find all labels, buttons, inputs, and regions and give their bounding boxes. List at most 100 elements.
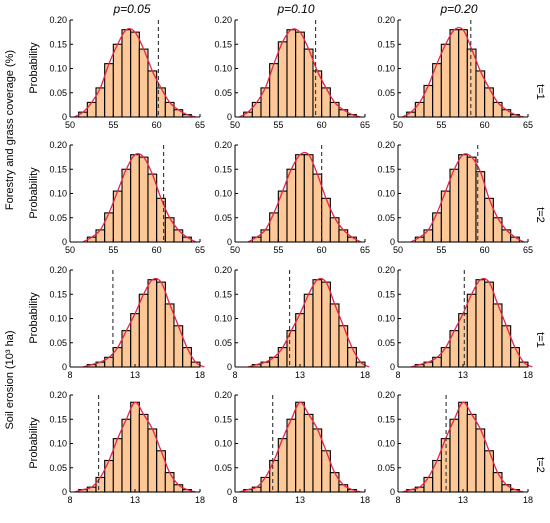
histogram-bar: [130, 31, 140, 118]
histogram-bar: [466, 293, 477, 368]
y-tick-label: 0.20: [214, 140, 232, 150]
histogram-bar: [303, 293, 314, 368]
y-tick-label: 0.05: [214, 338, 232, 348]
row-label-t2-top: t=2: [534, 207, 546, 223]
histogram-bar: [260, 476, 271, 493]
histogram-bar: [458, 401, 468, 493]
y-tick-label: 0.20: [49, 390, 67, 400]
x-tick-label: 8: [232, 370, 237, 380]
density-curve: [82, 277, 205, 368]
x-tick-label: 13: [295, 495, 305, 505]
histogram-bar: [492, 303, 503, 368]
histogram-bar: [329, 303, 340, 368]
histogram-bar: [286, 418, 297, 493]
y-tick-label: 0.10: [214, 189, 232, 199]
histogram-bar: [303, 154, 314, 243]
histogram-bar: [432, 212, 442, 243]
y-tick-label: 0: [227, 362, 232, 372]
histogram-bar: [121, 29, 132, 118]
x-tick-label: 18: [360, 495, 370, 505]
y-tick-label: 0.20: [377, 390, 395, 400]
histogram-bar: [423, 229, 434, 243]
y-tick-label: 0.05: [49, 213, 67, 223]
column-title-p005: p=0.05: [112, 2, 150, 16]
y-tick-label: 0.10: [377, 64, 395, 74]
histogram-bar: [260, 229, 271, 243]
histogram-bar: [86, 101, 97, 118]
y-tick-label: 0: [62, 487, 67, 497]
histogram-panel-8: 0 0.05 0.10 0.15 0.20 8 13 18: [214, 265, 370, 380]
histogram-panel-11: 0 0.05 0.10 0.15 0.20 8 13 18: [214, 390, 370, 505]
x-tick-label: 55: [436, 245, 446, 255]
y-tick-label: 0.05: [214, 88, 232, 98]
density-curve: [82, 153, 196, 243]
histogram-bar: [295, 401, 305, 493]
y-tick-label: 0: [390, 237, 395, 247]
x-tick-label: 55: [436, 120, 446, 130]
y-tick-label: 0.20: [49, 15, 67, 25]
histogram-bar: [269, 459, 279, 493]
x-tick-label: 50: [230, 120, 240, 130]
histogram-bar: [277, 41, 288, 118]
x-tick-label: 50: [230, 245, 240, 255]
x-tick-label: 8: [232, 495, 237, 505]
y-tick-label: 0.05: [214, 213, 232, 223]
y-tick-label: 0.10: [377, 314, 395, 324]
x-tick-label: 65: [195, 120, 205, 130]
y-tick-label: 0.10: [377, 189, 395, 199]
histogram-bar: [269, 212, 279, 243]
histogram-panel-1: 0 0.05 0.10 0.15 0.20 50 55 60 65: [49, 15, 205, 130]
row-group-label-forestry: Forestry and grass coverage (%): [4, 50, 16, 210]
histogram-panel-12: 0 0.05 0.10 0.15 0.20 8 13 18: [377, 390, 533, 505]
histogram-bar: [475, 279, 486, 368]
x-tick-label: 18: [523, 495, 533, 505]
x-tick-label: 60: [317, 245, 327, 255]
histogram-bar: [182, 347, 192, 368]
histogram-bar: [458, 29, 468, 118]
histogram-bar: [138, 413, 149, 493]
y-tick-label: 0.10: [214, 439, 232, 449]
x-tick-label: 18: [195, 370, 205, 380]
x-tick-label: 13: [130, 370, 140, 380]
panels-group: 0 0.05 0.10 0.15 0.20 50 55 60 65 0 0.05 0.10 0.15 0.…: [49, 15, 533, 505]
y-tick-label: 0.20: [214, 15, 232, 25]
x-tick-label: 55: [273, 245, 283, 255]
histogram-bar: [286, 168, 297, 243]
y-tick-label: 0.15: [49, 289, 67, 299]
histogram-bar: [321, 450, 331, 493]
y-tick-label: 0: [227, 237, 232, 247]
histogram-bar: [432, 459, 442, 493]
histogram-bar: [423, 476, 434, 493]
x-tick-label: 50: [65, 245, 75, 255]
x-tick-label: 60: [152, 120, 162, 130]
histogram-bar: [104, 459, 114, 493]
histogram-panel-5: 0 0.05 0.10 0.15 0.20 50 55 60 65: [214, 140, 370, 255]
histogram-panel-10: 0 0.05 0.10 0.15 0.20 8 13 18: [49, 390, 205, 505]
histogram-bar: [466, 48, 477, 118]
y-tick-label: 0.15: [49, 414, 67, 424]
histogram-bar: [147, 428, 158, 493]
y-tick-label: 0: [227, 112, 232, 122]
histogram-bar: [484, 281, 494, 368]
density-curve: [247, 277, 370, 368]
histogram-bar: [321, 281, 331, 368]
y-tick-label: 0.05: [49, 463, 67, 473]
x-tick-label: 60: [152, 245, 162, 255]
histogram-bar: [251, 101, 262, 118]
density-curve: [239, 401, 361, 493]
histogram-bar: [138, 293, 149, 368]
y-tick-label: 0.15: [377, 414, 395, 424]
histogram-bar: [138, 156, 149, 243]
histogram-bar: [329, 217, 340, 243]
histogram-bar: [501, 109, 512, 118]
density-curve: [410, 153, 524, 243]
x-tick-label: 60: [480, 120, 490, 130]
y-tick-label: 0.05: [377, 88, 395, 98]
y-tick-label: 0: [390, 112, 395, 122]
histogram-bar: [112, 43, 123, 118]
histogram-bar: [303, 48, 314, 118]
histogram-bar: [173, 109, 184, 118]
histogram-bar: [156, 450, 166, 493]
x-tick-label: 55: [108, 120, 118, 130]
